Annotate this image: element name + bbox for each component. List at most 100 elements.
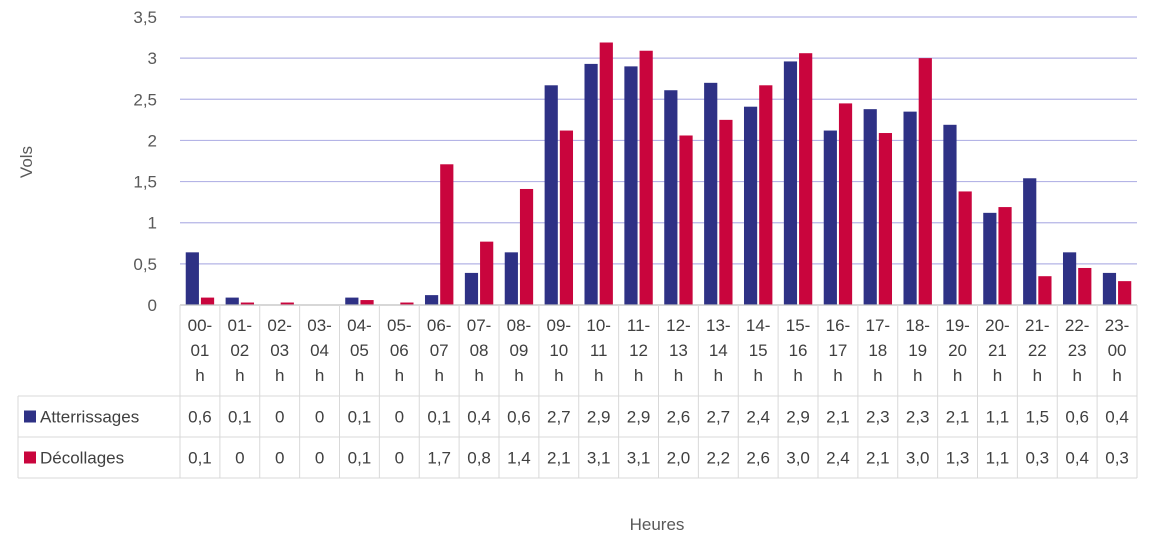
data-label: 0,4: [1105, 408, 1129, 427]
bar-decollages: [998, 207, 1012, 305]
x-tick-label: 23: [1068, 341, 1087, 360]
y-tick-label: 0,5: [133, 255, 157, 274]
legend-label: Décollages: [40, 449, 124, 468]
bar-decollages: [400, 302, 414, 305]
x-tick-label: 15-: [786, 316, 811, 335]
bar-decollages: [918, 58, 932, 306]
x-tick-label: 22: [1028, 341, 1047, 360]
data-label: 3,0: [906, 449, 930, 468]
y-tick-label: 2,5: [133, 90, 157, 109]
x-tick-label: 04-: [347, 316, 372, 335]
bar-atterrissages: [185, 252, 199, 305]
data-label: 0,8: [467, 449, 491, 468]
x-tick-label: h: [395, 366, 404, 385]
bar-atterrissages: [1062, 252, 1077, 305]
bar-decollages: [1078, 267, 1092, 305]
x-tick-label: 18: [868, 341, 887, 360]
x-tick-label: h: [714, 366, 723, 385]
data-label: 1,5: [1025, 408, 1049, 427]
data-label: 1,4: [507, 449, 531, 468]
data-label: 0,4: [1065, 449, 1089, 468]
x-tick-label: 04: [310, 341, 329, 360]
data-label: 0,1: [348, 449, 372, 468]
x-tick-label: 10: [549, 341, 568, 360]
data-label: 2,4: [746, 408, 770, 427]
x-tick-label: 05: [350, 341, 369, 360]
bar-decollages: [559, 130, 574, 305]
bar-atterrissages: [1102, 272, 1117, 305]
x-tick-label: 21-: [1025, 316, 1050, 335]
x-tick-label: 03: [270, 341, 289, 360]
x-tick-label: 01-: [228, 316, 253, 335]
x-tick-label: 20-: [985, 316, 1010, 335]
bar-decollages: [679, 135, 693, 305]
x-tick-label: 14: [709, 341, 728, 360]
x-tick-label: 17-: [866, 316, 891, 335]
bar-atterrissages: [823, 130, 837, 305]
bar-decollages: [240, 302, 255, 305]
x-tick-label: h: [753, 366, 762, 385]
data-label: 0: [275, 408, 284, 427]
x-tick-label: h: [514, 366, 523, 385]
bar-atterrissages: [1023, 178, 1037, 305]
bar-atterrissages: [504, 252, 518, 305]
y-tick-label: 3,5: [133, 8, 157, 27]
data-label: 2,1: [547, 449, 571, 468]
x-tick-label: 11: [590, 341, 608, 360]
data-label: 2,9: [627, 408, 651, 427]
x-tick-label: 18-: [905, 316, 930, 335]
x-tick-label: 02-: [267, 316, 292, 335]
x-tick-label: 08: [470, 341, 489, 360]
data-label: 0,4: [467, 408, 491, 427]
x-axis-label: Heures: [630, 515, 685, 533]
x-tick-label: 07-: [467, 316, 492, 335]
x-tick-label: 16: [789, 341, 808, 360]
x-tick-label: 07: [430, 341, 449, 360]
bar-decollages: [958, 191, 972, 305]
data-label: 2,6: [746, 449, 770, 468]
data-label: 2,1: [826, 408, 850, 427]
data-label: 1,3: [946, 449, 970, 468]
bars: [185, 42, 1132, 306]
x-tick-label: 01: [190, 341, 209, 360]
data-table: 00- 01 h 01- 02 h 02- 03 h 03- 04 h 04- 05 h 05- 06 h 06- 0…: [17, 304, 1138, 479]
data-label: 0,3: [1105, 449, 1129, 468]
data-label: 0: [395, 408, 404, 427]
data-label: 2,7: [706, 408, 730, 427]
x-tick-label: 10-: [586, 316, 611, 335]
x-tick-label: 03-: [307, 316, 332, 335]
x-tick-label: 17: [828, 341, 847, 360]
x-tick-label: 00-: [188, 316, 213, 335]
bar-decollages: [838, 103, 853, 306]
x-tick-label: h: [275, 366, 284, 385]
data-label: 1,1: [986, 449, 1010, 468]
data-label: 0: [315, 449, 324, 468]
bar-decollages: [280, 302, 294, 305]
bar-atterrissages: [704, 82, 718, 305]
y-axis-label: Vols: [17, 146, 36, 178]
bar-decollages: [759, 85, 773, 305]
x-tick-label: 12: [629, 341, 648, 360]
legend-swatch: [24, 451, 36, 464]
x-tick-label: h: [1112, 366, 1121, 385]
x-tick-label: 09: [509, 341, 528, 360]
x-tick-label: h: [953, 366, 962, 385]
bar-atterrissages: [863, 109, 877, 305]
y-axis-ticks: 0 0,5 1 1,5 2 2,5 3 3,5: [133, 8, 157, 315]
bar-atterrissages: [943, 124, 957, 306]
bar-decollages: [639, 50, 653, 305]
data-label: 2,6: [667, 408, 691, 427]
x-tick-label: h: [355, 366, 364, 385]
bar-atterrissages: [424, 295, 439, 305]
data-label: 2,3: [906, 408, 930, 427]
bar-decollages: [360, 300, 374, 305]
data-label: 2,1: [946, 408, 970, 427]
bar-decollages: [440, 164, 454, 305]
data-label: 2,1: [866, 449, 890, 468]
data-label: 0: [235, 449, 244, 468]
data-label: 2,4: [826, 449, 850, 468]
data-label: 2,9: [587, 408, 611, 427]
x-tick-label: h: [833, 366, 842, 385]
data-label: 0,6: [1065, 408, 1089, 427]
x-tick-label: h: [674, 366, 683, 385]
